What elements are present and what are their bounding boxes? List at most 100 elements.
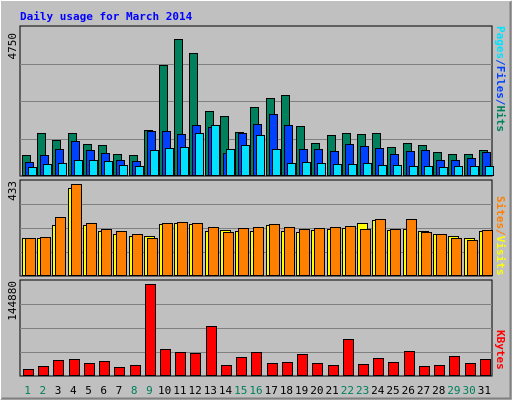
bar-sites-day-10 xyxy=(162,223,173,276)
day-label-23: 23 xyxy=(356,384,369,397)
day-label-26: 26 xyxy=(402,384,415,397)
day-label-11: 11 xyxy=(173,384,186,397)
bar-pages-day-25 xyxy=(393,165,402,176)
day-label-22: 22 xyxy=(341,384,354,397)
bar-kbytes-day-4 xyxy=(69,359,80,376)
bar-pages-day-6 xyxy=(104,161,113,176)
day-label-21: 21 xyxy=(326,384,339,397)
bar-kbytes-day-21 xyxy=(328,365,339,376)
bar-kbytes-day-30 xyxy=(465,363,476,376)
day-label-1: 1 xyxy=(24,384,31,397)
bar-kbytes-day-17 xyxy=(267,363,278,376)
panel-visits-legend: Sites/Visits xyxy=(494,196,507,276)
day-label-17: 17 xyxy=(265,384,278,397)
day-label-18: 18 xyxy=(280,384,293,397)
chart-title: Daily usage for March 2014 xyxy=(20,10,193,23)
bar-kbytes-day-14 xyxy=(221,365,232,376)
day-label-6: 6 xyxy=(100,384,107,397)
bar-sites-day-1 xyxy=(25,238,36,276)
day-label-25: 25 xyxy=(386,384,399,397)
bar-sites-day-5 xyxy=(86,223,97,276)
legend-kbytes: KBytes xyxy=(494,330,507,370)
day-label-9: 9 xyxy=(146,384,153,397)
day-label-20: 20 xyxy=(310,384,323,397)
legend-sep-2: / xyxy=(494,99,507,106)
bar-sites-day-29 xyxy=(451,238,462,276)
day-label-4: 4 xyxy=(70,384,77,397)
bar-sites-day-26 xyxy=(406,219,417,276)
bar-sites-day-19 xyxy=(299,229,310,276)
bar-kbytes-day-19 xyxy=(297,354,308,376)
bar-kbytes-day-22 xyxy=(343,339,354,376)
bar-kbytes-day-31 xyxy=(480,359,491,376)
bar-pages-day-13 xyxy=(211,125,220,176)
bar-sites-day-8 xyxy=(132,234,143,276)
bar-kbytes-day-23 xyxy=(358,364,369,376)
panel-hits: 4750 Pages/Files/Hits xyxy=(6,25,507,177)
bar-pages-day-20 xyxy=(317,163,326,176)
legend-files: Files xyxy=(494,66,507,99)
bar-pages-day-3 xyxy=(58,163,67,176)
day-label-27: 27 xyxy=(417,384,430,397)
bar-pages-day-27 xyxy=(424,166,433,176)
bar-sites-day-30 xyxy=(467,240,478,276)
bar-pages-day-29 xyxy=(454,166,463,176)
bar-kbytes-day-24 xyxy=(373,358,384,376)
day-label-15: 15 xyxy=(234,384,247,397)
bar-sites-day-27 xyxy=(421,232,432,276)
bar-sites-day-12 xyxy=(192,223,203,276)
day-label-3: 3 xyxy=(55,384,62,397)
bar-sites-day-18 xyxy=(284,227,295,276)
bar-kbytes-day-2 xyxy=(38,366,49,376)
bar-kbytes-day-10 xyxy=(160,349,171,376)
panel-kbytes-ymax-label: 144880 xyxy=(6,281,19,321)
bar-kbytes-day-13 xyxy=(206,326,217,376)
bar-sites-day-7 xyxy=(116,231,127,276)
bar-kbytes-day-12 xyxy=(190,353,201,376)
bar-kbytes-day-26 xyxy=(404,351,415,376)
bar-pages-day-21 xyxy=(333,164,342,176)
bar-pages-day-22 xyxy=(348,164,357,176)
bar-sites-day-17 xyxy=(269,224,280,276)
panel-visits-ymax-label: 433 xyxy=(6,181,19,201)
day-labels: 1 2 3 4 5 6 7 8 9 10 11 12 13 14 15 16 17 18 19 20 21 22 23 24 2… xyxy=(24,384,491,397)
bar-sites-day-20 xyxy=(314,228,325,276)
bar-pages-day-15 xyxy=(241,145,250,176)
bar-kbytes-day-15 xyxy=(236,357,247,376)
bar-pages-day-12 xyxy=(195,133,204,176)
day-label-10: 10 xyxy=(158,384,171,397)
bar-sites-day-23 xyxy=(360,229,371,276)
bar-kbytes-day-28 xyxy=(434,365,445,376)
panel-hits-legend: Pages/Files/Hits xyxy=(494,26,507,132)
bar-sites-day-22 xyxy=(345,226,356,276)
bar-pages-day-14 xyxy=(226,149,235,176)
bar-kbytes-day-1 xyxy=(23,369,34,376)
bar-sites-day-9 xyxy=(147,238,158,276)
legend-pages: Pages xyxy=(494,26,507,59)
bar-sites-day-13 xyxy=(208,227,219,276)
bar-pages-day-19 xyxy=(302,162,311,176)
bar-kbytes-day-18 xyxy=(282,362,293,376)
bar-sites-day-24 xyxy=(375,219,386,276)
day-label-2: 2 xyxy=(40,384,47,397)
bar-pages-day-8 xyxy=(135,166,144,176)
day-label-29: 29 xyxy=(447,384,460,397)
day-label-13: 13 xyxy=(204,384,217,397)
panel-hits-ymax-label: 4750 xyxy=(6,33,19,60)
day-label-16: 16 xyxy=(249,384,262,397)
bar-pages-day-23 xyxy=(363,163,372,176)
bar-sites-day-2 xyxy=(40,237,51,276)
panel-kbytes: 144880 KBytes xyxy=(6,279,507,377)
bar-pages-day-16 xyxy=(256,135,265,176)
bar-pages-day-24 xyxy=(378,165,387,176)
bar-pages-day-1 xyxy=(28,167,37,176)
bar-pages-day-31 xyxy=(485,166,494,176)
day-label-7: 7 xyxy=(116,384,123,397)
bar-pages-day-30 xyxy=(470,166,479,176)
day-label-19: 19 xyxy=(295,384,308,397)
bar-kbytes-day-29 xyxy=(449,356,460,376)
bar-sites-day-14 xyxy=(223,232,234,276)
day-label-5: 5 xyxy=(85,384,92,397)
